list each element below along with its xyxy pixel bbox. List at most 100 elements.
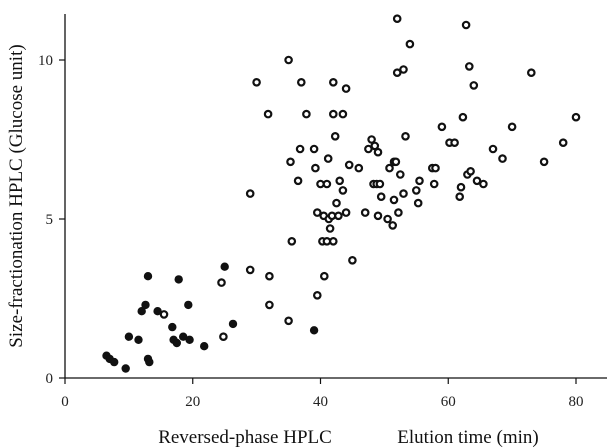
filled-data-point: [141, 300, 150, 310]
open-data-point: [217, 278, 226, 287]
open-data-point: [526, 68, 536, 78]
y-axis-label: Size-fractionation HPLC (Glucose unit): [6, 44, 27, 347]
filled-data-point: [145, 357, 154, 367]
open-data-point: [328, 78, 338, 87]
open-data-point: [391, 157, 401, 167]
open-data-point: [498, 154, 507, 163]
filled-data-point: [174, 275, 183, 284]
open-data-point: [338, 109, 348, 119]
x-tick-label: 60: [441, 394, 456, 410]
filled-data-point: [199, 342, 209, 351]
open-data-point: [348, 255, 357, 265]
open-data-point: [286, 157, 295, 167]
open-data-point: [431, 163, 440, 173]
open-data-point: [284, 316, 293, 326]
open-data-point: [325, 224, 335, 233]
filled-data-point: [184, 300, 193, 310]
open-data-point: [312, 290, 322, 300]
open-data-point: [354, 163, 364, 173]
open-data-point: [364, 144, 373, 154]
axis-ticks: 0 20 40 60 80 0 5 10: [38, 53, 584, 410]
open-data-point: [399, 65, 408, 74]
filled-data-point: [143, 272, 153, 281]
open-data-point: [392, 68, 402, 78]
filled-data-point: [134, 335, 143, 344]
open-data-point: [312, 208, 322, 217]
open-data-point: [335, 176, 345, 186]
open-data-point: [287, 237, 297, 246]
x-axis-unit-label: Elution time (min): [397, 427, 538, 448]
open-data-point: [367, 135, 376, 144]
open-data-point: [219, 332, 228, 342]
filled-data-point: [109, 357, 119, 367]
open-data-point: [263, 109, 273, 119]
open-data-point: [464, 62, 474, 71]
open-data-point: [159, 310, 169, 319]
open-data-point: [295, 144, 305, 154]
open-data-point: [388, 221, 398, 230]
open-data-point: [341, 84, 351, 93]
open-data-point: [472, 176, 482, 186]
open-data-point: [302, 109, 311, 119]
open-data-point: [338, 186, 348, 195]
open-data-point: [311, 163, 320, 173]
open-data-point: [360, 208, 370, 217]
open-data-point: [456, 182, 466, 192]
filled-data-point: [168, 322, 177, 332]
x-tick-label: 80: [569, 394, 584, 410]
filled-data-point: [185, 335, 194, 344]
open-data-point: [332, 198, 341, 208]
filled-data-point: [220, 262, 229, 271]
open-data-point: [370, 141, 380, 151]
open-data-point: [411, 186, 421, 195]
open-data-point: [252, 78, 261, 87]
filled-data-point: [124, 332, 134, 341]
open-data-point: [455, 192, 465, 202]
x-axis-label: Reversed-phase HPLC: [158, 427, 332, 448]
open-data-point: [429, 179, 439, 189]
open-data-point: [334, 211, 343, 221]
open-data-point: [392, 14, 402, 24]
open-data-point: [284, 55, 293, 65]
open-data-point: [466, 167, 475, 176]
plot-area: [102, 14, 581, 373]
open-data-point: [395, 170, 405, 179]
x-tick-label: 0: [61, 394, 69, 410]
open-data-point: [319, 271, 329, 281]
open-data-point: [373, 147, 383, 157]
open-data-point: [245, 189, 255, 198]
open-data-point: [469, 81, 479, 90]
open-data-point: [415, 176, 424, 186]
open-data-point: [394, 208, 403, 217]
filled-data-point: [228, 319, 238, 329]
open-data-point: [539, 157, 549, 167]
open-data-point: [322, 179, 332, 189]
open-data-point: [405, 39, 415, 49]
open-data-point: [376, 192, 386, 202]
open-data-point: [293, 176, 303, 186]
open-data-point: [558, 138, 568, 148]
y-tick-label: 5: [46, 212, 54, 228]
open-data-point: [507, 122, 517, 132]
open-data-point: [323, 154, 333, 163]
open-data-point: [296, 78, 306, 87]
open-data-point: [309, 144, 319, 154]
filled-data-point: [121, 364, 130, 373]
open-data-point: [344, 160, 354, 170]
open-data-point: [479, 179, 488, 189]
open-data-point: [341, 208, 351, 217]
open-data-point: [401, 132, 410, 141]
open-data-point: [385, 163, 394, 173]
open-data-point: [328, 109, 338, 119]
y-tick-label: 10: [38, 53, 53, 69]
open-data-point: [461, 20, 471, 30]
open-data-point: [389, 195, 399, 205]
open-data-point: [399, 189, 408, 198]
open-data-point: [437, 122, 447, 132]
open-data-point: [330, 132, 340, 141]
filled-data-point: [137, 307, 146, 316]
open-data-point: [383, 214, 392, 224]
open-data-point: [571, 112, 581, 122]
open-data-point: [265, 300, 274, 310]
